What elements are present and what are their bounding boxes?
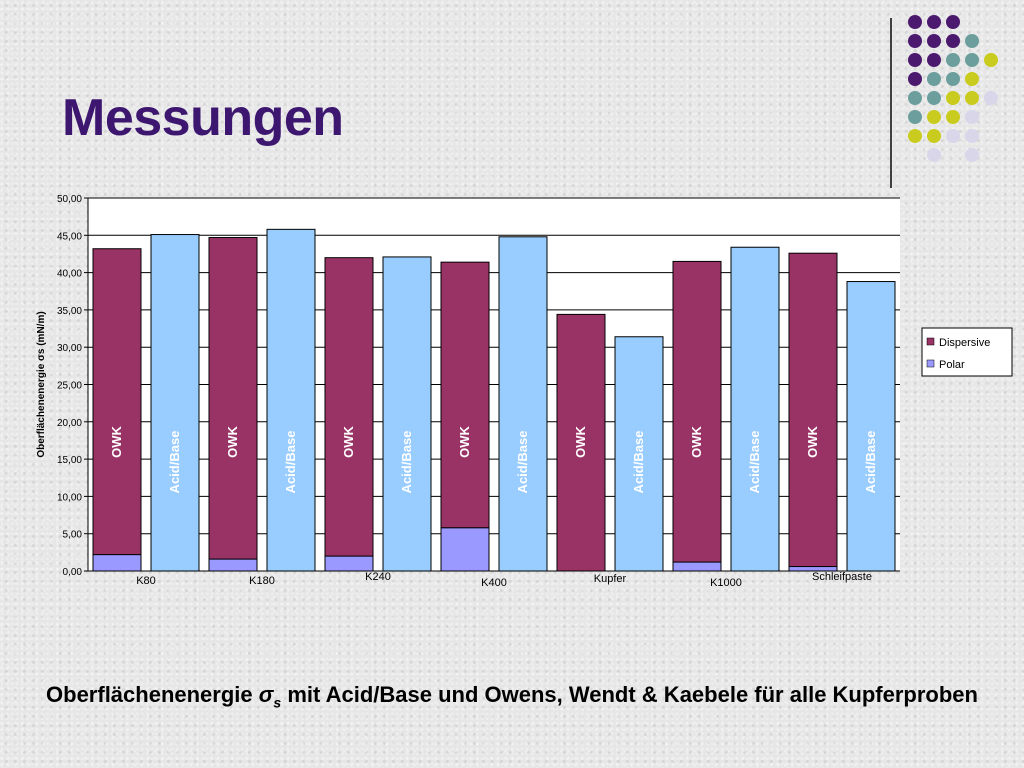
decorative-dot (927, 129, 941, 143)
decorative-dot (984, 91, 998, 105)
x-tick-label: K180 (249, 575, 275, 587)
bar-polar-K240 (324, 555, 374, 572)
bar-dispersive-K400 (440, 261, 490, 529)
y-tick-label: 30,00 (57, 343, 82, 354)
caption-sigma: σ (258, 682, 274, 707)
bar-label-owk: OWK (225, 426, 240, 458)
caption-part1: Oberflächenenergie (46, 682, 253, 707)
bar-label-owk: OWK (689, 426, 704, 458)
caption-part2: mit Acid/Base und Owens, Wendt & Kaebele… (287, 682, 978, 707)
bar-dispersive-K240 (324, 257, 374, 557)
bar-label-acid-base: Acid/Base (747, 431, 762, 494)
decorative-dot (927, 148, 941, 162)
decorative-dot (908, 91, 922, 105)
decorative-dot-grid (908, 15, 998, 162)
slide-caption: Oberflächenenergie σs mit Acid/Base und … (40, 680, 984, 717)
y-tick-label: 20,00 (57, 418, 82, 429)
bar-acid-base-K180 (266, 228, 316, 572)
decorative-dot (965, 129, 979, 143)
decorative-dot (927, 34, 941, 48)
bar-label-owk: OWK (805, 426, 820, 458)
decorative-dot (946, 34, 960, 48)
legend-swatch-dispersive (926, 337, 935, 346)
decorative-dot (946, 53, 960, 67)
bar-label-owk: OWK (457, 426, 472, 458)
x-tick-label: Schleifpaste (812, 571, 872, 583)
decorative-dot (965, 53, 979, 67)
x-tick-label: K1000 (710, 577, 742, 589)
bar-acid-base-K400 (498, 236, 548, 572)
bar-label-owk: OWK (109, 426, 124, 458)
bar-polar-K180 (208, 558, 258, 572)
decorative-dot (908, 15, 922, 29)
bar-acid-base-Kupfer (614, 336, 664, 572)
bar-label-acid-base: Acid/Base (515, 431, 530, 494)
bar-label-owk: OWK (341, 426, 356, 458)
bar-polar-K80 (92, 554, 142, 572)
y-axis-label: Oberflächenenergie σs (mN/m) (36, 311, 47, 457)
x-tick-label: K240 (365, 571, 391, 583)
page-title: Messungen (62, 89, 344, 147)
decorative-dot (984, 53, 998, 67)
y-tick-label: 10,00 (57, 492, 82, 503)
chart-legend: Dispersive Polar (921, 327, 1013, 377)
y-tick-label: 50,00 (57, 194, 82, 205)
decorative-dot (946, 110, 960, 124)
y-tick-label: 25,00 (57, 381, 82, 392)
decorative-dot (927, 72, 941, 86)
decorative-divider-line (890, 18, 892, 188)
legend-swatch-polar (926, 359, 935, 368)
decorative-dot (946, 91, 960, 105)
bar-acid-base-K80 (150, 234, 200, 572)
y-tick-label: 35,00 (57, 306, 82, 317)
legend-box (921, 327, 1013, 377)
decorative-dot (965, 148, 979, 162)
bar-dispersive-Schleifpaste (788, 252, 838, 568)
decorative-dot (927, 53, 941, 67)
decorative-dot (965, 110, 979, 124)
decorative-dot (908, 110, 922, 124)
bar-label-acid-base: Acid/Base (283, 431, 298, 494)
bar-label-acid-base: Acid/Base (399, 431, 414, 494)
legend-label-polar: Polar (939, 359, 965, 371)
y-tick-label: 40,00 (57, 269, 82, 280)
bar-label-owk: OWK (573, 426, 588, 458)
bar-label-acid-base: Acid/Base (863, 431, 878, 494)
x-tick-label: K400 (481, 577, 507, 589)
y-tick-label: 5,00 (63, 530, 83, 541)
bar-dispersive-K80 (92, 248, 142, 556)
y-tick-label: 45,00 (57, 231, 82, 242)
bar-dispersive-K180 (208, 237, 258, 560)
legend-label-dispersive: Dispersive (939, 337, 990, 349)
decorative-dot (965, 34, 979, 48)
decorative-dot (946, 15, 960, 29)
bar-dispersive-Kupfer (556, 313, 606, 572)
bar-polar-K400 (440, 527, 490, 572)
decorative-dot (927, 110, 941, 124)
decorative-dot (908, 72, 922, 86)
decorative-dot (927, 91, 941, 105)
bar-acid-base-Schleifpaste (846, 281, 896, 572)
decorative-dot (927, 15, 941, 29)
bar-acid-base-K1000 (730, 246, 780, 572)
bar-polar-K1000 (672, 561, 722, 572)
bar-chart: 0,00 5,00 10,00 15,00 20,00 25,00 30,00 35,00 40… (36, 194, 1013, 589)
decorative-dot (946, 72, 960, 86)
decorative-dot (965, 72, 979, 86)
decorative-dot (965, 91, 979, 105)
y-tick-label: 15,00 (57, 455, 82, 466)
bar-label-acid-base: Acid/Base (631, 431, 646, 494)
bar-acid-base-K240 (382, 256, 432, 572)
decorative-dot (908, 129, 922, 143)
x-tick-label: K80 (136, 575, 156, 587)
y-tick-label: 0,00 (63, 567, 83, 578)
caption-sub: s (273, 694, 282, 711)
decorative-dot (908, 34, 922, 48)
decorative-dot (946, 129, 960, 143)
x-tick-label: Kupfer (594, 573, 627, 585)
bar-label-acid-base: Acid/Base (167, 431, 182, 494)
decorative-dot (908, 53, 922, 67)
bar-dispersive-K1000 (672, 260, 722, 563)
